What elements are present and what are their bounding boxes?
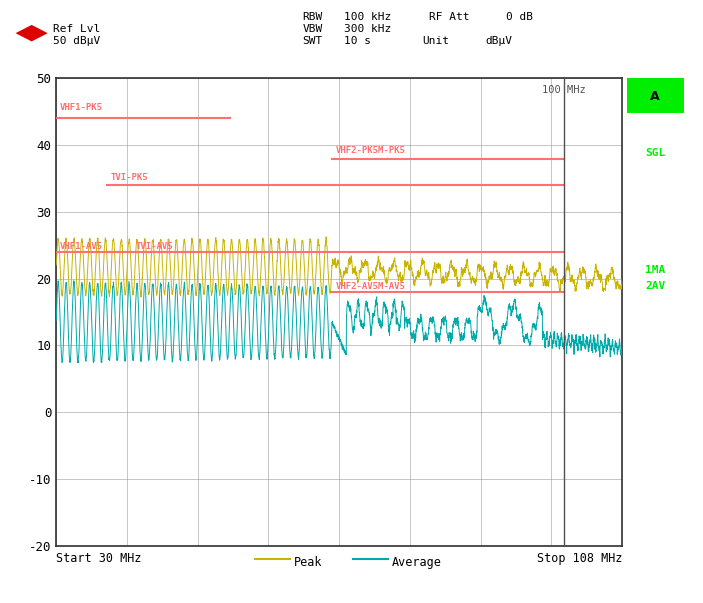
Text: 2AV: 2AV [645, 282, 665, 291]
Text: SGL: SGL [645, 148, 665, 158]
Text: 100 kHz: 100 kHz [344, 12, 392, 22]
Text: TVI-AV5: TVI-AV5 [136, 242, 174, 251]
Text: RF Att: RF Att [429, 12, 470, 22]
Text: Ref Lvl: Ref Lvl [53, 24, 100, 34]
FancyBboxPatch shape [627, 78, 683, 113]
Text: Unit: Unit [422, 36, 449, 46]
Text: 0 dB: 0 dB [506, 12, 533, 22]
Text: 300 kHz: 300 kHz [344, 24, 392, 34]
Text: TVI-PK5: TVI-PK5 [110, 173, 148, 182]
Text: SWT: SWT [302, 36, 323, 46]
Text: 10 s: 10 s [344, 36, 371, 46]
Text: 50 dBμV: 50 dBμV [53, 36, 100, 46]
Text: VHF1-AV5: VHF1-AV5 [60, 242, 103, 251]
Text: Stop 108 MHz: Stop 108 MHz [536, 552, 622, 565]
Text: VHF2-PK5M-PK5: VHF2-PK5M-PK5 [335, 146, 406, 155]
Text: Average: Average [392, 556, 441, 569]
Text: 1MA: 1MA [645, 265, 665, 275]
Text: VBW: VBW [302, 24, 323, 34]
Text: dBμV: dBμV [485, 36, 512, 46]
Text: 100 MHz: 100 MHz [542, 85, 586, 95]
Text: VHF1-PK5: VHF1-PK5 [60, 104, 103, 112]
Text: RBW: RBW [302, 12, 323, 22]
Text: Start 30 MHz: Start 30 MHz [56, 552, 142, 565]
Text: VHF2-AV5M-AV5: VHF2-AV5M-AV5 [335, 282, 406, 291]
Text: Peak: Peak [294, 556, 322, 569]
Text: A: A [650, 90, 660, 103]
